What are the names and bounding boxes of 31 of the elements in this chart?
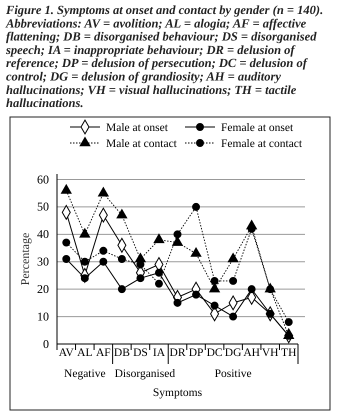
- chart-title: Figure 1. Symptoms at onset and contact by gender (n = 140).: [5, 3, 324, 17]
- chart-subtitle: Abbreviations: AV = avolition; AL = alogia; AF = affective flattening; DB = disorganised behaviour; DS = disorganised speech; IA = inappropriate behaviour; DR = delusion of reference; DP = delusion of persecution; DC = delusion of control; DG = delusion of grandiosity; AH = auditory hallucinations; VH = visual hallucinations; TH = tactile hallucinations.: [5, 16, 318, 110]
- y-tick-label: 10: [37, 309, 49, 324]
- text: Negative: [64, 368, 106, 380]
- x-tick-label: AF: [96, 347, 111, 360]
- x-tick-label: DS: [133, 347, 148, 360]
- x-tick-label: DR: [170, 347, 186, 360]
- y-tick-label: 30: [37, 254, 49, 269]
- x-tick-label: VH: [262, 347, 279, 360]
- x-tick-label: DG: [224, 347, 242, 360]
- legend-label: Female at onset: [221, 122, 294, 134]
- y-tick-label: 40: [37, 227, 49, 242]
- x-axis-title: Symptoms: [152, 387, 203, 399]
- y-tick-label: 20: [37, 282, 49, 296]
- y-tick-label: 0: [43, 336, 49, 351]
- x-tick-label: IA: [152, 347, 166, 360]
- y-tick-label: 50: [37, 200, 49, 214]
- x-tick-label: DP: [188, 347, 204, 360]
- x-tick-label: DB: [114, 347, 130, 360]
- legend-label: Female at contact: [221, 138, 303, 150]
- text: Positive: [214, 368, 252, 380]
- legend-label: Male at contact: [106, 138, 178, 150]
- y-axis-title: Percentage: [18, 232, 32, 286]
- text: Disorganised: [114, 368, 176, 380]
- x-tick-label: DC: [206, 347, 223, 360]
- x-tick-label: AL: [77, 347, 92, 360]
- x-tick-label: AV: [58, 347, 75, 360]
- y-tick-label: 60: [37, 172, 49, 186]
- x-tick-label: AH: [243, 347, 260, 360]
- x-tick-label: TH: [281, 347, 296, 360]
- legend-label: Male at onset: [106, 122, 169, 134]
